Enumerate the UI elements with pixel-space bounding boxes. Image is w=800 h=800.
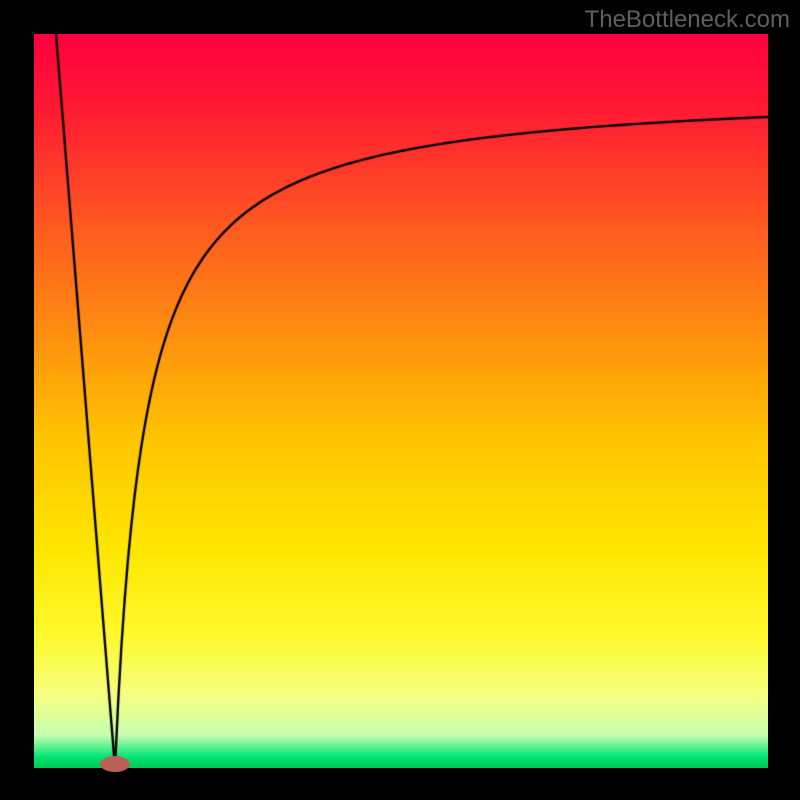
optimum-marker [98, 754, 132, 774]
bottleneck-curve [0, 0, 800, 800]
watermark-text: TheBottleneck.com [585, 6, 790, 34]
chart-stage: TheBottleneck.com [0, 0, 800, 800]
